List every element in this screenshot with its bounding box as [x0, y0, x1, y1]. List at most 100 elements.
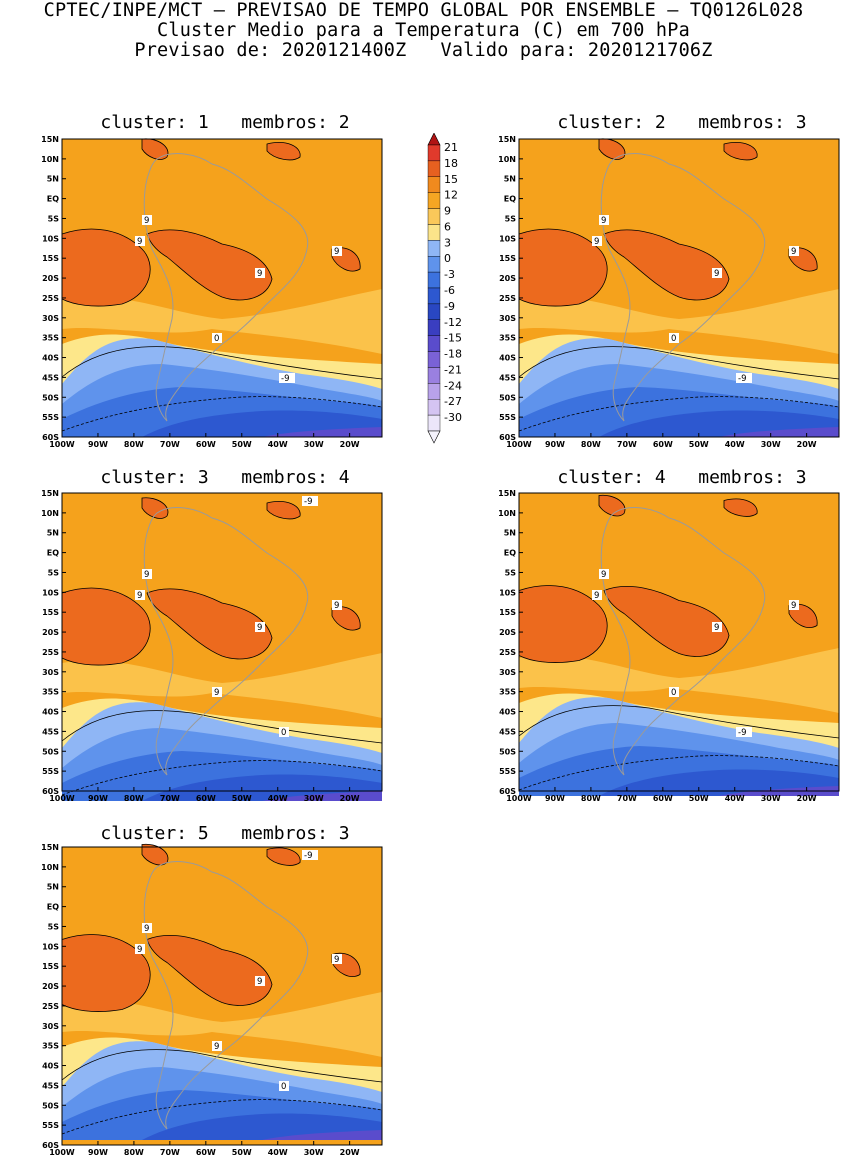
contour-label: 9: [592, 590, 602, 601]
contour-label: 9: [142, 923, 152, 934]
contour-label: 9: [599, 569, 609, 580]
map-svg: 15N 10N 5N EQ 5S 10S 15S 20S 25S 30S 35S 40S 45S 50S 5…: [498, 135, 840, 449]
contour-label: 9: [332, 600, 342, 611]
lat-tick-label: 30S: [499, 668, 516, 677]
lat-tick-label: EQ: [504, 549, 516, 558]
lat-tick-label: 45S: [42, 1081, 59, 1090]
warm-core-region: [146, 229, 273, 301]
warm-core-region: [266, 847, 301, 866]
contour-minus-9: [61, 760, 383, 796]
lat-tick-label: 40S: [42, 708, 59, 717]
lon-tick-label: 30W: [304, 440, 324, 449]
lat-tick-label: 15N: [41, 489, 59, 498]
lat-tick-label: 60S: [42, 787, 59, 796]
lon-tick-label: 90W: [545, 440, 565, 449]
contour-label: 9: [255, 976, 265, 987]
lat-tick-label: EQ: [47, 195, 59, 204]
lat-tick-label: 5N: [47, 529, 59, 538]
lat-tick-label: 10S: [499, 588, 516, 597]
lat-tick-label: 10S: [42, 234, 59, 243]
lat-tick-label: 45S: [42, 727, 59, 736]
svg-text:9: 9: [144, 570, 149, 580]
contour-label: 9: [332, 954, 342, 965]
contour-label: 9: [212, 1041, 222, 1052]
svg-text:0: 0: [214, 334, 219, 344]
lon-tick-label: 20W: [340, 794, 360, 803]
svg-text:9: 9: [144, 924, 149, 934]
contour-label: 9: [789, 600, 799, 611]
lat-tick-label: 55S: [42, 767, 59, 776]
lon-tick-label: 80W: [124, 1148, 144, 1157]
lat-tick-label: 60S: [42, 1141, 59, 1150]
contour-label: 9: [142, 215, 152, 226]
contour-label: -9: [736, 373, 752, 384]
temperature-band: [62, 992, 382, 1057]
colorbar-label: 18: [444, 157, 458, 170]
colorbar-label: -18: [444, 348, 462, 361]
colorbar-swatch: [427, 144, 441, 162]
lon-tick-label: 100W: [506, 440, 532, 449]
svg-text:9: 9: [791, 247, 796, 257]
lon-tick-label: 100W: [49, 1148, 75, 1157]
colorbar-swatch: [427, 367, 441, 384]
lat-tick-label: EQ: [47, 903, 59, 912]
lat-tick-label: 40S: [42, 354, 59, 363]
lat-tick-label: 50S: [499, 747, 516, 756]
warm-core-region: [266, 501, 301, 520]
panel-3-title: cluster: 3 membros: 4: [100, 467, 350, 488]
lon-tick-label: 60W: [196, 794, 216, 803]
map-panel-3: 15N 10N 5N EQ 5S 10S 15S 20S 25S 30S 35S 40S 45S 50S 5…: [41, 489, 383, 803]
svg-text:9: 9: [137, 945, 142, 955]
warm-core-region: [146, 588, 273, 660]
lat-tick-label: 25S: [42, 648, 59, 657]
south-america-outline: [600, 507, 766, 776]
contour-label: 9: [255, 268, 265, 279]
colorbar-swatch: [427, 256, 441, 273]
svg-text:0: 0: [671, 334, 676, 344]
colorbar-swatch: [427, 240, 441, 257]
colorbar-swatch: [427, 303, 441, 320]
warm-core-region: [146, 935, 273, 1006]
colorbar-swatch: [427, 192, 441, 209]
contour-label: -9: [736, 727, 752, 738]
colorbar-label: -9: [444, 300, 455, 313]
lat-tick-label: 15S: [42, 608, 59, 617]
lon-tick-label: 80W: [124, 794, 144, 803]
lon-tick-label: 50W: [232, 440, 252, 449]
colorbar-swatch: [427, 383, 441, 400]
contour-0: [61, 346, 383, 380]
colorbar-swatch: [427, 176, 441, 193]
temperature-band: [62, 289, 382, 354]
contour-label: 9: [135, 236, 145, 247]
lat-tick-label: 35S: [42, 1042, 59, 1051]
lat-tick-label: 50S: [42, 393, 59, 402]
svg-text:0: 0: [281, 728, 286, 738]
panel-1-title: cluster: 1 membros: 2: [100, 112, 350, 133]
map-panel-5: 15N 10N 5N EQ 5S 10S 15S 20S 25S 30S 35S 40S 45S 50S 5…: [41, 843, 383, 1157]
lon-tick-label: 60W: [653, 794, 673, 803]
contour-label: 9: [789, 246, 799, 257]
lon-tick-label: 80W: [581, 794, 601, 803]
lat-tick-label: 10N: [498, 509, 516, 518]
contour-0: [61, 1049, 383, 1083]
lat-tick-label: 10N: [41, 155, 59, 164]
map-svg: 15N 10N 5N EQ 5S 10S 15S 20S 25S 30S 35S 40S 45S 50S 5…: [498, 489, 840, 803]
contour-0: [518, 705, 840, 739]
temperature-band: [519, 289, 839, 354]
lon-tick-label: 40W: [725, 794, 745, 803]
contour-label: 9: [712, 268, 722, 279]
colorbar-label: -21: [444, 363, 462, 376]
lon-tick-label: 50W: [232, 1148, 252, 1157]
contour-0: [61, 710, 383, 744]
lon-tick-label: 40W: [725, 440, 745, 449]
map-svg: 15N 10N 5N EQ 5S 10S 15S 20S 25S 30S 35S 40S 45S 50S 5…: [41, 843, 383, 1157]
lon-tick-label: 20W: [797, 440, 817, 449]
colorbar-swatch: [427, 287, 441, 305]
lon-tick-label: 90W: [88, 1148, 108, 1157]
lat-tick-label: 45S: [42, 373, 59, 382]
lon-tick-label: 60W: [196, 440, 216, 449]
contour-label: -9: [302, 496, 318, 507]
lat-tick-label: 50S: [42, 1101, 59, 1110]
colorbar-label: 6: [444, 220, 451, 233]
temperature-band: [262, 791, 382, 801]
